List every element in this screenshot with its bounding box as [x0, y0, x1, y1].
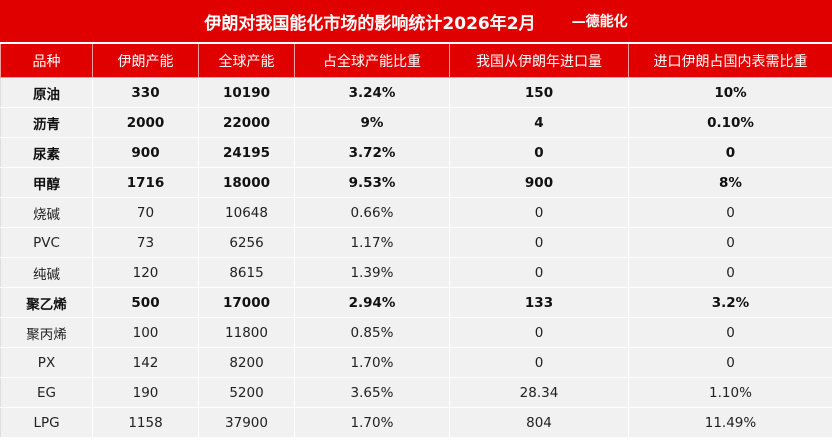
table-cell: PX — [0, 347, 93, 378]
table-title-bar: 伊朗对我国能化市场的影响统计2026年2月 —德能化 — [0, 0, 832, 42]
table-cell: EG — [0, 377, 93, 408]
table-cell: 0.10% — [628, 107, 832, 138]
column-header: 品种 — [0, 42, 93, 78]
table-cell: 133 — [449, 287, 629, 318]
table-cell: 11.49% — [628, 407, 832, 438]
table-cell: 190 — [92, 377, 199, 408]
column-header: 全球产能 — [198, 42, 295, 78]
table-cell: 100 — [92, 317, 199, 348]
table-cell: 8% — [628, 167, 832, 198]
table-cell: 1.17% — [294, 227, 450, 258]
table-cell: 5200 — [198, 377, 295, 408]
table-cell: 沥青 — [0, 107, 93, 138]
table-cell: 10648 — [198, 197, 295, 228]
table-cell: LPG — [0, 407, 93, 438]
table-cell: 2000 — [92, 107, 199, 138]
table-row: 聚乙烯 500 17000 2.94% 133 3.2% — [0, 287, 832, 318]
column-header: 占全球产能比重 — [294, 42, 450, 78]
table-cell: 330 — [92, 77, 199, 108]
data-table: 品种 伊朗产能 全球产能 占全球产能比重 我国从伊朗年进口量 进口伊朗占国内表需比重 原油… — [0, 42, 832, 438]
table-row: 尿素 900 24195 3.72% 0 0 — [0, 137, 832, 168]
table-cell: 1.70% — [294, 347, 450, 378]
table-cell: 0 — [628, 257, 832, 288]
table-cell: 0 — [449, 137, 629, 168]
table-row: 纯碱 120 8615 1.39% 0 0 — [0, 257, 832, 288]
column-header: 伊朗产能 — [92, 42, 199, 78]
table-cell: 甲醇 — [0, 167, 93, 198]
table-cell: 10190 — [198, 77, 295, 108]
table-cell: 120 — [92, 257, 199, 288]
table-title: 伊朗对我国能化市场的影响统计2026年2月 — [204, 13, 536, 34]
table-cell: 0 — [628, 227, 832, 258]
table-cell: 0 — [449, 197, 629, 228]
table-cell: 17000 — [198, 287, 295, 318]
table-cell: 1.70% — [294, 407, 450, 438]
table-cell: 3.2% — [628, 287, 832, 318]
table-cell: 0 — [449, 347, 629, 378]
table-cell: 0 — [449, 317, 629, 348]
table-row: 烧碱 70 10648 0.66% 0 0 — [0, 197, 832, 228]
table-cell: 22000 — [198, 107, 295, 138]
table-cell: 804 — [449, 407, 629, 438]
table-row: 原油 330 10190 3.24% 150 10% — [0, 77, 832, 108]
table-cell: 尿素 — [0, 137, 93, 168]
table-cell: 10% — [628, 77, 832, 108]
column-header: 进口伊朗占国内表需比重 — [628, 42, 832, 78]
table-cell: 9.53% — [294, 167, 450, 198]
table-cell: 3.24% — [294, 77, 450, 108]
table-row: 甲醇 1716 18000 9.53% 900 8% — [0, 167, 832, 198]
column-header: 我国从伊朗年进口量 — [449, 42, 629, 78]
table-cell: 聚乙烯 — [0, 287, 93, 318]
table-cell: 原油 — [0, 77, 93, 108]
table-cell: 8615 — [198, 257, 295, 288]
table-cell: 70 — [92, 197, 199, 228]
table-row: EG 190 5200 3.65% 28.34 1.10% — [0, 377, 832, 408]
table-cell: 73 — [92, 227, 199, 258]
table-cell: 9% — [294, 107, 450, 138]
table-cell: 142 — [92, 347, 199, 378]
table-cell: 8200 — [198, 347, 295, 378]
table-cell: 11800 — [198, 317, 295, 348]
table-cell: 纯碱 — [0, 257, 93, 288]
table-cell: 3.72% — [294, 137, 450, 168]
table-cell: 聚丙烯 — [0, 317, 93, 348]
table-cell: 0 — [628, 317, 832, 348]
table-row: LPG 1158 37900 1.70% 804 11.49% — [0, 407, 832, 438]
table-cell: 150 — [449, 77, 629, 108]
table-cell: 18000 — [198, 167, 295, 198]
table-row: 聚丙烯 100 11800 0.85% 0 0 — [0, 317, 832, 348]
table-cell: 900 — [92, 137, 199, 168]
table-cell: 28.34 — [449, 377, 629, 408]
source-label: —德能化 — [571, 14, 628, 30]
table-cell: 2.94% — [294, 287, 450, 318]
table-cell: 0 — [628, 137, 832, 168]
table-cell: 1.10% — [628, 377, 832, 408]
table-cell: 0 — [628, 197, 832, 228]
table-cell: PVC — [0, 227, 93, 258]
table-cell: 0.66% — [294, 197, 450, 228]
table-cell: 1716 — [92, 167, 199, 198]
table-row: PVC 73 6256 1.17% 0 0 — [0, 227, 832, 258]
table-row: 沥青 2000 22000 9% 4 0.10% — [0, 107, 832, 138]
table-cell: 3.65% — [294, 377, 450, 408]
table-cell: 1158 — [92, 407, 199, 438]
table-cell: 6256 — [198, 227, 295, 258]
table-cell: 4 — [449, 107, 629, 138]
table-cell: 1.39% — [294, 257, 450, 288]
table-cell: 0.85% — [294, 317, 450, 348]
table-cell: 0 — [449, 227, 629, 258]
table-cell: 37900 — [198, 407, 295, 438]
table-row: PX 142 8200 1.70% 0 0 — [0, 347, 832, 378]
table-cell: 0 — [449, 257, 629, 288]
header-row: 品种 伊朗产能 全球产能 占全球产能比重 我国从伊朗年进口量 进口伊朗占国内表需比重 — [0, 42, 832, 78]
table-cell: 烧碱 — [0, 197, 93, 228]
table-cell: 0 — [628, 347, 832, 378]
table-cell: 24195 — [198, 137, 295, 168]
table-cell: 900 — [449, 167, 629, 198]
table-cell: 500 — [92, 287, 199, 318]
